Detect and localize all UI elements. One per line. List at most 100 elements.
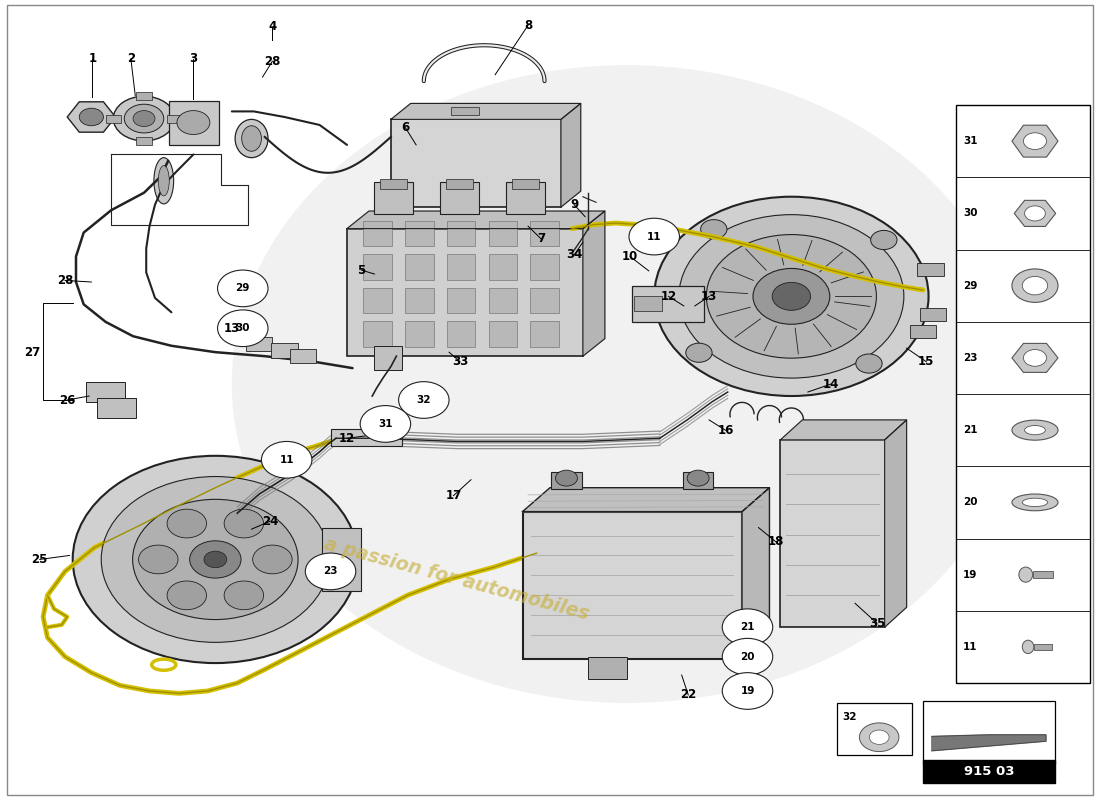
Bar xyxy=(246,337,273,351)
Text: 15: 15 xyxy=(918,355,935,368)
Bar xyxy=(363,254,392,280)
Bar xyxy=(522,512,743,659)
Text: 16: 16 xyxy=(717,424,734,437)
Circle shape xyxy=(204,551,227,568)
Bar xyxy=(346,229,583,356)
Bar xyxy=(488,321,517,346)
Circle shape xyxy=(1012,269,1058,302)
Ellipse shape xyxy=(242,126,262,151)
Polygon shape xyxy=(346,211,605,229)
Bar xyxy=(405,321,433,346)
Bar xyxy=(97,398,136,418)
Bar xyxy=(363,221,392,246)
Polygon shape xyxy=(1012,343,1058,372)
Bar xyxy=(632,286,704,322)
Bar xyxy=(374,182,412,214)
Bar xyxy=(374,346,401,370)
Circle shape xyxy=(1024,206,1045,221)
Bar xyxy=(451,107,478,115)
Polygon shape xyxy=(1012,126,1058,157)
Ellipse shape xyxy=(1024,426,1045,434)
Bar xyxy=(488,254,517,280)
Polygon shape xyxy=(583,211,605,356)
Text: 10: 10 xyxy=(621,250,638,263)
Bar xyxy=(683,472,714,490)
Text: 32: 32 xyxy=(417,395,431,405)
Text: 915 03: 915 03 xyxy=(964,765,1014,778)
Bar xyxy=(405,254,433,280)
Circle shape xyxy=(856,354,882,373)
Text: 26: 26 xyxy=(59,394,76,406)
Circle shape xyxy=(113,96,175,141)
Bar xyxy=(506,182,544,214)
Bar xyxy=(530,221,559,246)
Text: 23: 23 xyxy=(962,353,978,363)
Bar xyxy=(290,349,317,363)
Text: 21: 21 xyxy=(962,425,978,435)
Bar xyxy=(136,137,152,145)
Bar xyxy=(530,254,559,280)
Polygon shape xyxy=(522,488,769,512)
Circle shape xyxy=(1023,350,1046,366)
Circle shape xyxy=(772,282,811,310)
Text: 28: 28 xyxy=(57,274,74,287)
Circle shape xyxy=(224,581,264,610)
Ellipse shape xyxy=(158,166,169,196)
Circle shape xyxy=(79,108,103,126)
Circle shape xyxy=(167,581,207,610)
Circle shape xyxy=(124,104,164,133)
Bar xyxy=(272,343,298,358)
Bar xyxy=(331,429,402,446)
Text: a passion for automobiles: a passion for automobiles xyxy=(322,535,592,624)
Circle shape xyxy=(1023,133,1046,150)
Text: 35: 35 xyxy=(869,617,886,630)
Bar xyxy=(390,119,561,207)
Circle shape xyxy=(133,110,155,126)
Text: 18: 18 xyxy=(768,535,784,549)
Circle shape xyxy=(754,269,829,324)
Bar xyxy=(405,287,433,313)
Text: 9: 9 xyxy=(570,198,579,211)
Text: 8: 8 xyxy=(524,19,532,32)
Text: 11: 11 xyxy=(279,454,294,465)
Bar xyxy=(440,182,478,214)
Circle shape xyxy=(218,310,268,346)
Text: 5: 5 xyxy=(358,263,365,277)
Bar xyxy=(780,440,884,627)
Text: 13: 13 xyxy=(701,290,717,303)
Polygon shape xyxy=(67,102,116,132)
Polygon shape xyxy=(742,488,769,659)
Text: 11: 11 xyxy=(962,642,978,652)
Circle shape xyxy=(723,609,772,646)
Ellipse shape xyxy=(1022,640,1034,654)
Bar xyxy=(837,703,912,754)
Circle shape xyxy=(224,509,264,538)
Bar xyxy=(551,472,582,490)
Circle shape xyxy=(706,234,877,358)
Bar xyxy=(1033,571,1054,578)
Text: 2: 2 xyxy=(126,52,135,66)
Circle shape xyxy=(679,214,904,378)
Circle shape xyxy=(262,442,312,478)
Polygon shape xyxy=(780,420,906,440)
Text: 7: 7 xyxy=(537,233,546,246)
Polygon shape xyxy=(390,103,581,119)
Ellipse shape xyxy=(154,158,174,204)
Bar xyxy=(322,527,361,591)
Circle shape xyxy=(723,638,772,675)
Bar xyxy=(167,114,183,122)
Bar xyxy=(363,321,392,346)
Text: 13: 13 xyxy=(223,322,240,334)
Circle shape xyxy=(73,456,358,663)
Text: 28: 28 xyxy=(264,54,280,68)
Text: 12: 12 xyxy=(339,432,355,445)
Polygon shape xyxy=(561,103,581,207)
Bar xyxy=(530,321,559,346)
Bar xyxy=(447,287,475,313)
Circle shape xyxy=(218,270,268,306)
Circle shape xyxy=(685,343,712,362)
Circle shape xyxy=(306,553,355,590)
Ellipse shape xyxy=(1012,494,1058,510)
Circle shape xyxy=(556,470,578,486)
Text: 1: 1 xyxy=(88,52,97,66)
